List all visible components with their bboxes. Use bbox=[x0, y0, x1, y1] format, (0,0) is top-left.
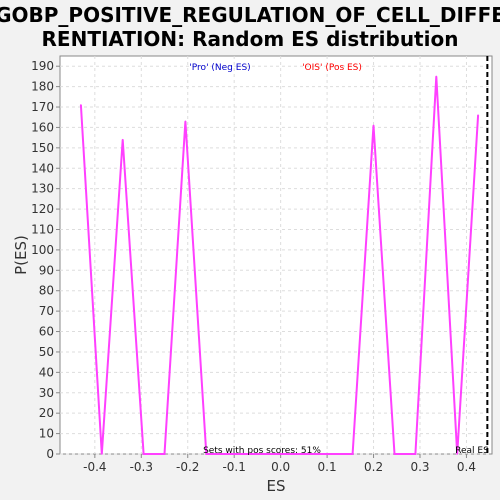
x-tick-label: 0.4 bbox=[457, 460, 476, 474]
y-tick-label: 60 bbox=[39, 325, 54, 339]
data-point bbox=[205, 453, 208, 455]
data-point bbox=[80, 104, 82, 106]
y-tick-label: 90 bbox=[39, 263, 54, 277]
y-tick-label: 150 bbox=[31, 141, 54, 155]
y-tick-label: 180 bbox=[31, 80, 54, 94]
data-point bbox=[163, 453, 166, 455]
x-tick-label: -0.2 bbox=[176, 460, 199, 474]
y-tick-label: 160 bbox=[31, 120, 54, 134]
x-tick-label: 0.3 bbox=[410, 460, 429, 474]
y-axis-title: P(ES) bbox=[12, 235, 30, 275]
data-point bbox=[414, 453, 417, 455]
x-tick-label: -0.3 bbox=[130, 460, 153, 474]
y-tick-label: 20 bbox=[39, 406, 54, 420]
y-tick-label: 70 bbox=[39, 304, 54, 318]
legend-neg-label: 'Pro' (Neg ES) bbox=[189, 63, 250, 73]
x-tick-label: 0.0 bbox=[271, 460, 290, 474]
y-tick-label: 10 bbox=[39, 427, 54, 441]
pos-scores-annotation: Sets with pos scores: 51% bbox=[203, 446, 321, 456]
y-tick-label: 30 bbox=[39, 386, 54, 400]
data-point bbox=[142, 453, 145, 455]
chart-title-line2: RENTIATION: Random ES distribution bbox=[42, 27, 459, 51]
data-point bbox=[351, 453, 354, 455]
x-tick-label: 0.2 bbox=[364, 460, 383, 474]
data-point bbox=[184, 120, 187, 123]
legend-pos-label: 'OIS' (Pos ES) bbox=[302, 63, 362, 73]
x-axis-title: ES bbox=[267, 477, 286, 495]
data-point bbox=[310, 453, 312, 455]
data-point bbox=[456, 453, 458, 455]
y-tick-label: 190 bbox=[31, 59, 54, 73]
y-tick-label: 0 bbox=[46, 447, 54, 461]
data-point bbox=[435, 75, 438, 78]
data-point bbox=[289, 453, 291, 455]
axis-ticks: 0 10 20 30 40 50 60 70 80 90 100 110 120 130 140 150 160… bbox=[31, 59, 476, 474]
y-tick-label: 120 bbox=[31, 202, 54, 216]
x-tick-label: -0.4 bbox=[83, 460, 106, 474]
y-tick-label: 110 bbox=[31, 222, 54, 236]
y-tick-label: 80 bbox=[39, 284, 54, 298]
data-point bbox=[247, 453, 249, 455]
data-point bbox=[393, 453, 396, 455]
series-layer bbox=[79, 56, 489, 455]
data-point bbox=[121, 138, 124, 141]
data-point bbox=[101, 453, 103, 455]
real-es-label: Real ES bbox=[455, 446, 489, 456]
data-point bbox=[477, 114, 479, 116]
y-tick-label: 100 bbox=[31, 243, 54, 257]
y-tick-label: 40 bbox=[39, 365, 54, 379]
x-tick-label: 0.1 bbox=[318, 460, 337, 474]
y-tick-label: 170 bbox=[31, 100, 54, 114]
annotation-layer: 'Pro' (Neg ES) 'OIS' (Pos ES) Sets with … bbox=[189, 63, 489, 456]
data-point bbox=[372, 124, 375, 127]
y-tick-label: 50 bbox=[39, 345, 54, 359]
y-tick-label: 130 bbox=[31, 182, 54, 196]
data-point bbox=[226, 453, 229, 455]
chart-title-line1: GOBP_POSITIVE_REGULATION_OF_CELL_DIFFE bbox=[0, 3, 500, 27]
data-point bbox=[268, 453, 270, 455]
y-tick-label: 140 bbox=[31, 161, 54, 175]
es-distribution-line bbox=[79, 76, 480, 455]
x-tick-label: -0.1 bbox=[222, 460, 245, 474]
data-point bbox=[330, 453, 333, 455]
